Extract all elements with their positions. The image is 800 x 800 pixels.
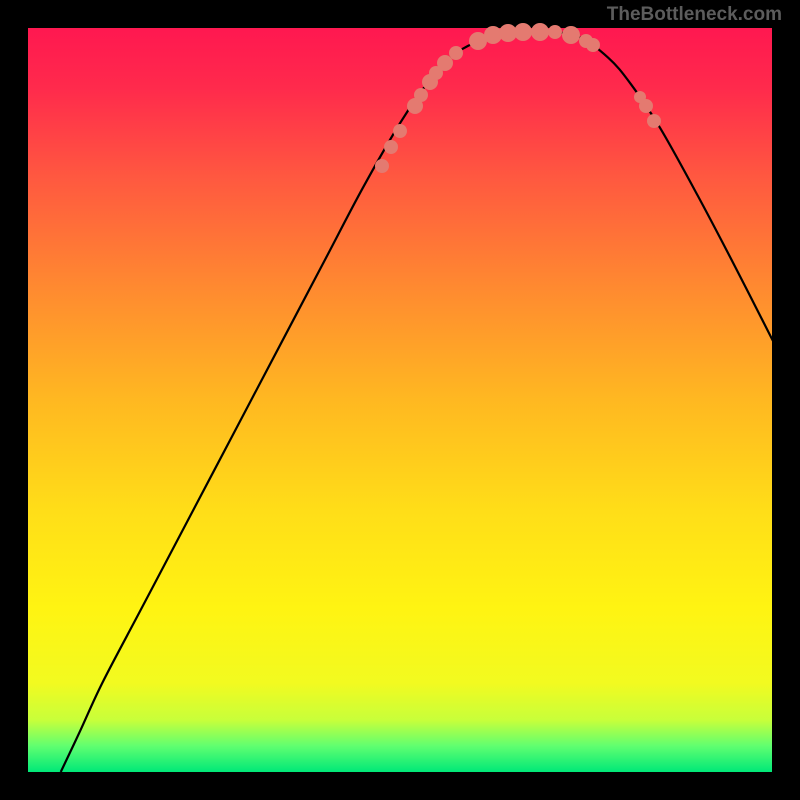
data-marker [375,159,389,173]
data-marker [548,25,562,39]
data-marker [531,23,549,41]
data-marker [634,91,646,103]
data-marker [384,140,398,154]
data-marker [586,38,600,52]
bottleneck-curve [61,31,772,772]
data-marker [414,88,428,102]
curve-layer [28,28,772,772]
data-marker [562,26,580,44]
plot-area [28,28,772,772]
data-marker [393,124,407,138]
data-marker [647,114,661,128]
data-marker [449,46,463,60]
data-marker [514,23,532,41]
watermark-text: TheBottleneck.com [607,4,782,26]
